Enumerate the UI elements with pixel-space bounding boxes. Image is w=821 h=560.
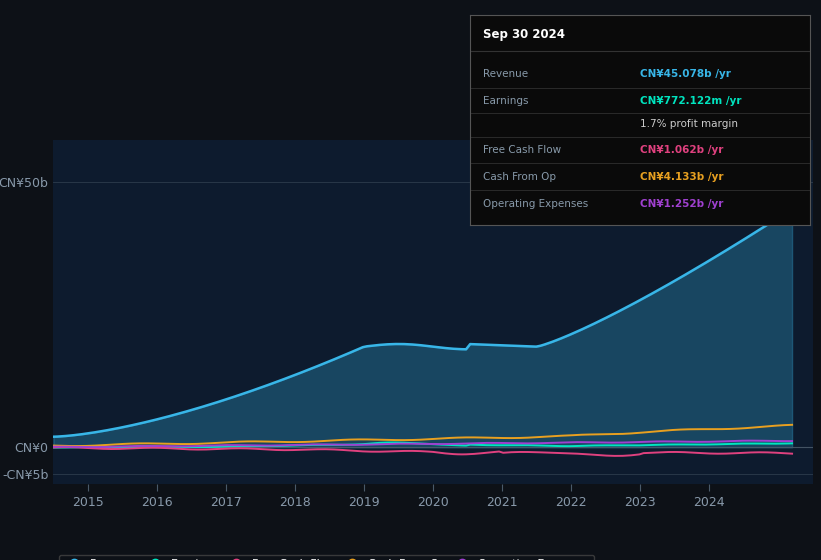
Text: Free Cash Flow: Free Cash Flow: [484, 144, 562, 155]
Text: Earnings: Earnings: [484, 96, 529, 106]
Text: CN¥4.133b /yr: CN¥4.133b /yr: [640, 172, 723, 182]
Text: Sep 30 2024: Sep 30 2024: [484, 27, 565, 40]
Text: 1.7% profit margin: 1.7% profit margin: [640, 119, 738, 129]
Text: CN¥772.122m /yr: CN¥772.122m /yr: [640, 96, 741, 106]
Text: Cash From Op: Cash From Op: [484, 172, 557, 182]
Text: Revenue: Revenue: [484, 69, 529, 79]
Text: CN¥1.252b /yr: CN¥1.252b /yr: [640, 199, 723, 209]
Legend: Revenue, Earnings, Free Cash Flow, Cash From Op, Operating Expenses: Revenue, Earnings, Free Cash Flow, Cash …: [59, 554, 594, 560]
Text: Operating Expenses: Operating Expenses: [484, 199, 589, 209]
Text: CN¥45.078b /yr: CN¥45.078b /yr: [640, 69, 731, 79]
Text: CN¥1.062b /yr: CN¥1.062b /yr: [640, 144, 723, 155]
